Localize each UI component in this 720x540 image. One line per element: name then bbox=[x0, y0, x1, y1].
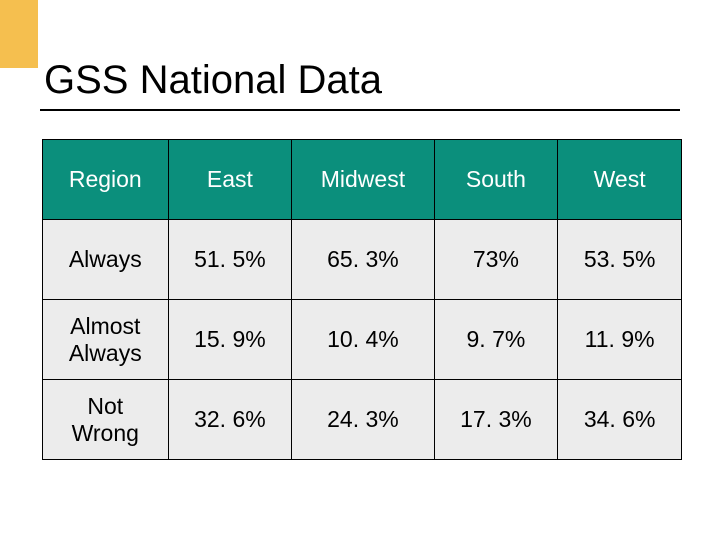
col-header: South bbox=[434, 140, 558, 220]
accent-bar bbox=[0, 0, 38, 68]
table-row: Always 51. 5% 65. 3% 73% 53. 5% bbox=[43, 220, 682, 300]
table-row: NotWrong 32. 6% 24. 3% 17. 3% 34. 6% bbox=[43, 380, 682, 460]
slide-content: GSS National Data Region East Midwest So… bbox=[0, 0, 720, 460]
table-cell: 9. 7% bbox=[434, 300, 558, 380]
table-cell: 10. 4% bbox=[292, 300, 434, 380]
table-cell: 51. 5% bbox=[168, 220, 292, 300]
page-title: GSS National Data bbox=[40, 58, 680, 103]
title-underline bbox=[40, 109, 680, 111]
col-header: West bbox=[558, 140, 682, 220]
table-cell: 65. 3% bbox=[292, 220, 434, 300]
table-cell: 15. 9% bbox=[168, 300, 292, 380]
col-header: Midwest bbox=[292, 140, 434, 220]
table-cell: 32. 6% bbox=[168, 380, 292, 460]
table-cell: 17. 3% bbox=[434, 380, 558, 460]
table-cell: 11. 9% bbox=[558, 300, 682, 380]
row-label: Always bbox=[43, 220, 169, 300]
row-label: NotWrong bbox=[43, 380, 169, 460]
table-row: AlmostAlways 15. 9% 10. 4% 9. 7% 11. 9% bbox=[43, 300, 682, 380]
table-cell: 53. 5% bbox=[558, 220, 682, 300]
table-cell: 24. 3% bbox=[292, 380, 434, 460]
table-cell: 73% bbox=[434, 220, 558, 300]
data-table: Region East Midwest South West Always 51… bbox=[42, 139, 682, 460]
table-cell: 34. 6% bbox=[558, 380, 682, 460]
row-label: AlmostAlways bbox=[43, 300, 169, 380]
col-header: Region bbox=[43, 140, 169, 220]
col-header: East bbox=[168, 140, 292, 220]
table-header-row: Region East Midwest South West bbox=[43, 140, 682, 220]
